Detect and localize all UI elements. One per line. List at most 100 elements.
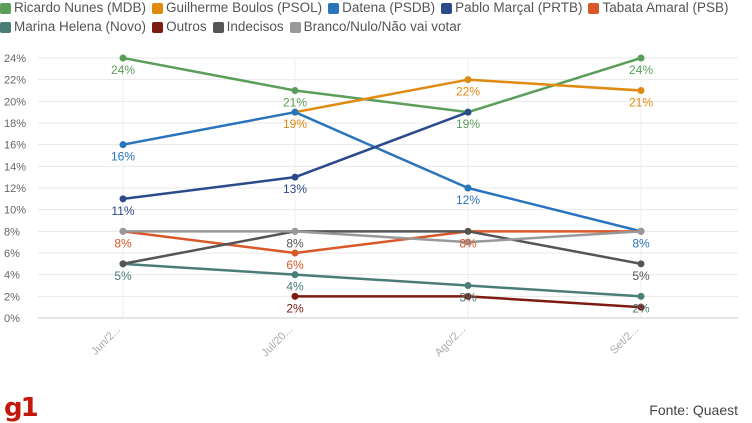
- data-point: [637, 260, 645, 268]
- y-tick-label: 14%: [4, 161, 26, 173]
- data-point: [291, 271, 299, 279]
- data-label: 19%: [283, 117, 307, 131]
- data-label: 21%: [283, 96, 307, 110]
- series-line: [122, 262, 642, 298]
- legend-label: Pablo Marçal (PRTB): [455, 0, 583, 15]
- legend-item[interactable]: Datena (PSDB): [328, 0, 435, 16]
- legend-label: Indecisos: [226, 19, 284, 34]
- data-point: [291, 227, 299, 235]
- legend-label: Tabata Amaral (PSB): [602, 0, 729, 15]
- data-label: 4%: [286, 280, 304, 294]
- y-tick-label: 12%: [4, 183, 26, 195]
- legend-swatch: [328, 2, 340, 14]
- legend-swatch: [152, 21, 164, 33]
- x-tick-label: Jul/20...: [259, 324, 295, 360]
- y-tick-label: 2%: [4, 291, 20, 303]
- legend-swatch: [152, 2, 164, 14]
- data-label: 5%: [114, 269, 132, 283]
- data-label: 2%: [286, 301, 304, 315]
- source-note: Fonte: Quaest: [649, 402, 738, 418]
- data-label: 13%: [283, 182, 307, 196]
- legend-item[interactable]: Outros: [152, 19, 207, 35]
- data-label: 21%: [629, 96, 653, 110]
- data-point: [291, 292, 299, 300]
- data-point: [464, 184, 472, 192]
- data-point: [464, 76, 472, 84]
- legend-label: Outros: [166, 19, 207, 34]
- legend-item[interactable]: Branco/Nulo/Não vai votar: [289, 19, 462, 35]
- g1-logo: g1: [4, 393, 39, 423]
- data-point: [291, 173, 299, 181]
- y-tick-label: 22%: [4, 75, 26, 87]
- legend-label: Datena (PSDB): [342, 0, 436, 15]
- data-label: 2%: [632, 301, 650, 315]
- legend-swatch: [441, 2, 453, 14]
- data-point: [637, 227, 645, 235]
- data-point: [464, 292, 472, 300]
- legend-label: Marina Helena (Novo): [14, 19, 147, 34]
- data-point: [291, 249, 299, 257]
- x-tick-label: Jun/2...: [89, 324, 123, 358]
- data-point: [464, 108, 472, 116]
- legend-swatch: [0, 21, 11, 33]
- data-point: [119, 141, 127, 149]
- data-point: [119, 54, 127, 62]
- data-label: 19%: [456, 117, 480, 131]
- legend-item[interactable]: Tabata Amaral (PSB): [588, 0, 729, 16]
- data-label: 24%: [629, 63, 653, 77]
- y-tick-label: 0%: [4, 313, 20, 325]
- data-label: 12%: [456, 193, 480, 207]
- series-line: [122, 230, 642, 266]
- data-point: [464, 238, 472, 246]
- series-line: [123, 230, 642, 244]
- data-label: 6%: [286, 258, 304, 272]
- y-tick-label: 6%: [4, 248, 20, 260]
- data-label: 3%: [459, 291, 477, 305]
- x-tick-label: Set/2...: [608, 324, 641, 357]
- data-point: [291, 108, 299, 116]
- series-layer: [119, 54, 645, 311]
- legend-swatch: [0, 2, 11, 14]
- legend-label: Branco/Nulo/Não vai votar: [303, 19, 462, 34]
- data-label: 8%: [286, 236, 304, 250]
- y-tick-label: 10%: [4, 205, 26, 217]
- data-label: 22%: [456, 85, 480, 99]
- data-point: [637, 54, 645, 62]
- data-point: [119, 260, 127, 268]
- legend: Ricardo Nunes (MDB) Guilherme Boulos (PSO…: [0, 0, 752, 35]
- data-label: 8%: [632, 236, 650, 250]
- data-point: [464, 282, 472, 289]
- data-point: [119, 195, 127, 203]
- data-label: 16%: [111, 150, 135, 164]
- legend-item[interactable]: Ricardo Nunes (MDB): [0, 0, 146, 16]
- legend-item[interactable]: Marina Helena (Novo): [0, 19, 146, 35]
- y-tick-label: 18%: [4, 118, 26, 130]
- data-point: [464, 227, 472, 235]
- data-label: 8%: [114, 236, 132, 250]
- legend-swatch: [588, 2, 600, 14]
- data-label: 11%: [111, 204, 134, 218]
- y-tick-label: 16%: [4, 140, 26, 152]
- data-label-layer: 24% 21% 19% 24% 19% 22% 21% 16% 12% 8% 11% 13% 8% 6% 8…: [111, 63, 653, 315]
- data-label: 5%: [632, 269, 650, 283]
- data-point: [637, 292, 645, 300]
- data-point: [637, 87, 645, 94]
- data-point: [119, 227, 127, 235]
- legend-label: Guilherme Boulos (PSOL): [166, 0, 323, 15]
- legend-label: Ricardo Nunes (MDB): [14, 0, 147, 15]
- data-point: [637, 303, 645, 311]
- y-tick-label: 20%: [4, 96, 26, 108]
- x-tick-label: Ago/2...: [433, 324, 468, 359]
- series-line: [122, 110, 642, 233]
- legend-swatch: [212, 21, 224, 33]
- data-point: [291, 87, 299, 94]
- legend-swatch: [289, 21, 301, 33]
- legend-item[interactable]: Pablo Marçal (PRTB): [441, 0, 582, 16]
- data-label: 8%: [459, 236, 477, 250]
- series-line: [122, 230, 641, 255]
- legend-item[interactable]: Guilherme Boulos (PSOL): [152, 0, 322, 16]
- y-tick-label: 24%: [4, 53, 26, 65]
- y-tick-label: 4%: [4, 270, 20, 282]
- data-label: 24%: [111, 63, 135, 77]
- legend-item[interactable]: Indecisos: [212, 19, 284, 35]
